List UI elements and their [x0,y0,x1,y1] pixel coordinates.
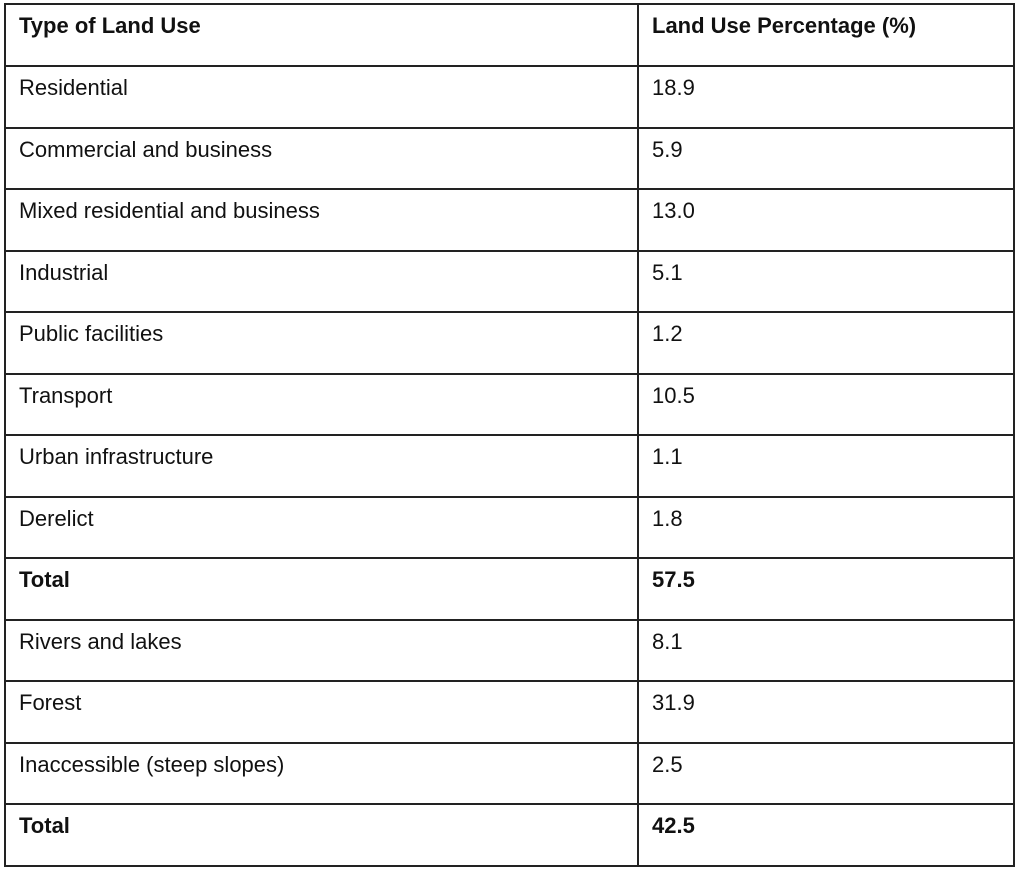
table-row: Derelict 1.8 [4,495,1015,559]
land-use-type-cell: Residential [4,65,639,129]
land-use-percentage-cell: 5.9 [637,126,1015,190]
table-total-row: Total 42.5 [4,803,1015,867]
table-header-row: Type of Land Use Land Use Percentage (%) [4,3,1015,67]
land-use-type-cell: Transport [4,372,639,436]
land-use-percentage-cell: 2.5 [637,741,1015,805]
land-use-percentage-cell: 1.1 [637,434,1015,498]
land-use-type-cell: Forest [4,680,639,744]
table-row: Public facilities 1.2 [4,311,1015,375]
table-row: Mixed residential and business 13.0 [4,188,1015,252]
land-use-type-cell: Public facilities [4,311,639,375]
land-use-type-cell: Total [4,557,639,621]
header-percentage: Land Use Percentage (%) [637,3,1015,67]
land-use-table: Type of Land Use Land Use Percentage (%)… [4,3,1015,867]
land-use-percentage-cell: 10.5 [637,372,1015,436]
land-use-percentage-cell: 57.5 [637,557,1015,621]
table-row: Industrial 5.1 [4,249,1015,313]
table-row: Rivers and lakes 8.1 [4,618,1015,682]
table-row: Transport 10.5 [4,372,1015,436]
land-use-type-cell: Total [4,803,639,867]
land-use-percentage-cell: 31.9 [637,680,1015,744]
land-use-percentage-cell: 13.0 [637,188,1015,252]
table-row: Forest 31.9 [4,680,1015,744]
land-use-type-cell: Urban infrastructure [4,434,639,498]
table-row: Urban infrastructure 1.1 [4,434,1015,498]
land-use-percentage-cell: 1.8 [637,495,1015,559]
land-use-type-cell: Inaccessible (steep slopes) [4,741,639,805]
table-row: Inaccessible (steep slopes) 2.5 [4,741,1015,805]
land-use-type-cell: Derelict [4,495,639,559]
table-row: Residential 18.9 [4,65,1015,129]
land-use-percentage-cell: 5.1 [637,249,1015,313]
land-use-type-cell: Commercial and business [4,126,639,190]
table-row: Commercial and business 5.9 [4,126,1015,190]
header-type: Type of Land Use [4,3,639,67]
land-use-type-cell: Mixed residential and business [4,188,639,252]
land-use-percentage-cell: 8.1 [637,618,1015,682]
land-use-type-cell: Industrial [4,249,639,313]
table-total-row: Total 57.5 [4,557,1015,621]
land-use-percentage-cell: 1.2 [637,311,1015,375]
land-use-percentage-cell: 42.5 [637,803,1015,867]
land-use-percentage-cell: 18.9 [637,65,1015,129]
land-use-type-cell: Rivers and lakes [4,618,639,682]
